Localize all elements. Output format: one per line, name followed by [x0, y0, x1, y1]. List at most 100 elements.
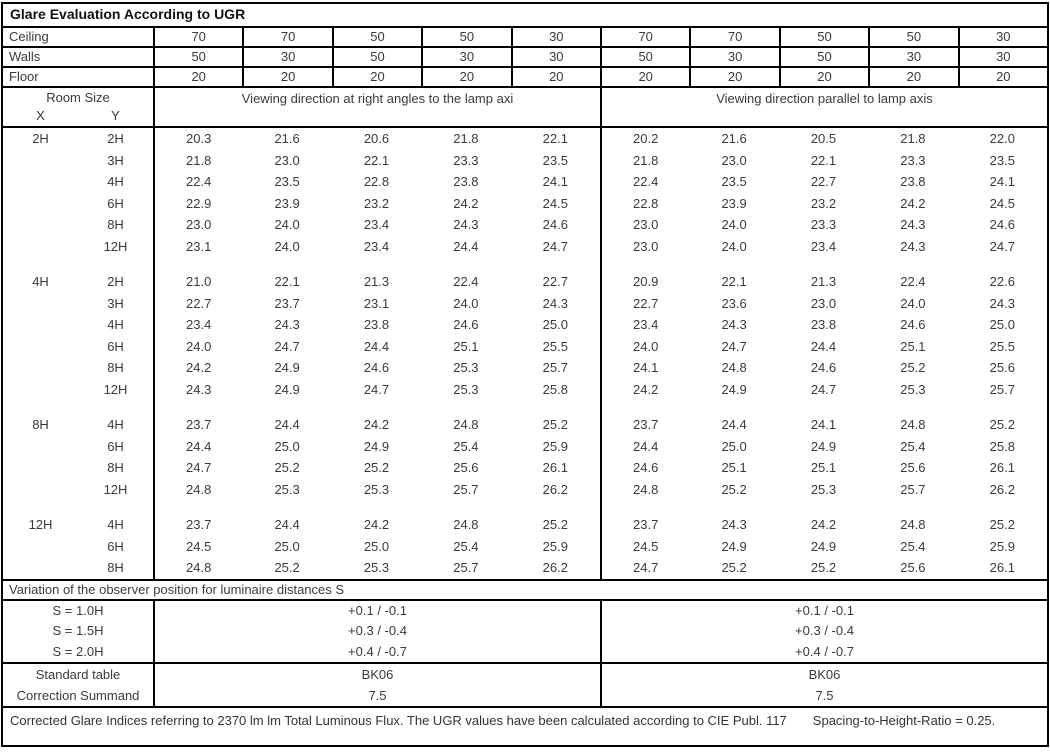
room-x-label [3, 536, 78, 558]
ugr-value: 25.9 [542, 438, 568, 454]
ugr-value: 26.1 [989, 460, 1015, 475]
ugr-value: 24.6 [363, 360, 390, 375]
ugr-value: 22.8 [600, 192, 689, 214]
surface-value: 20 [510, 68, 600, 86]
ugr-value: 24.3 [989, 295, 1015, 311]
ugr-value: 22.7 [810, 174, 837, 189]
room-x-label [3, 214, 78, 236]
ugr-value: 22.4 [900, 274, 926, 289]
ugr-value: 21.3 [363, 274, 390, 289]
ugr-value: 24.4 [810, 338, 837, 354]
ugr-value: 25.0 [542, 317, 568, 332]
ugr-value: 23.7 [274, 295, 300, 311]
ugr-value: 25.6 [900, 560, 926, 575]
ugr-row: 3H 22.7 23.7 23.1 24.0 24.3 22.7 23.6 23.0 24.0 24… [3, 292, 1047, 315]
ugr-value: 25.3 [274, 481, 300, 497]
ugr-value: 22.1 [274, 274, 300, 289]
ugr-value: 25.2 [721, 481, 747, 497]
ugr-value: 21.6 [721, 131, 747, 146]
ugr-value: 24.7 [363, 381, 390, 397]
ugr-value: 25.9 [989, 538, 1015, 554]
ugr-value: 25.7 [453, 560, 479, 575]
block-spacer [3, 500, 1047, 514]
summary-left-value: BK06 [153, 664, 600, 685]
ugr-value: 24.9 [721, 381, 747, 397]
spacer-cell [332, 257, 421, 271]
room-size-header: Room Size X Y [3, 88, 153, 126]
spacer-cell [511, 257, 600, 271]
ugr-value: 25.8 [989, 438, 1015, 454]
variation-label: S = 1.0H [52, 602, 104, 618]
surface-value: 20 [331, 68, 421, 86]
ugr-row: 12H 24.3 24.9 24.7 25.3 25.8 24.2 24.9 24.7 25.3 2… [3, 378, 1047, 400]
ugr-value: 26.2 [542, 481, 568, 497]
ugr-value: 25.0 [989, 317, 1015, 332]
ugr-value: 23.0 [600, 235, 689, 257]
ugr-value: 22.8 [363, 174, 390, 189]
room-y-label: 4H [107, 174, 124, 189]
ugr-value: 25.0 [274, 438, 300, 454]
spacer-cell [868, 400, 957, 414]
ugr-value: 24.2 [363, 517, 390, 532]
footer-flux-text: Corrected Glare Indices referring to 237… [10, 713, 787, 728]
ugr-value: 24.8 [600, 478, 689, 500]
ugr-value: 26.1 [542, 460, 568, 475]
ugr-row: 4H 22.4 23.5 22.8 23.8 24.1 22.4 23.5 22.7 23.8 24… [3, 171, 1047, 193]
ugr-value: 25.4 [453, 438, 479, 454]
ugr-row: 2H 2H 20.3 21.6 20.6 21.8 22.1 20.2 21.6 20.5 21.8… [3, 128, 1047, 150]
ugr-row: 6H 24.0 24.7 24.4 25.1 25.5 24.0 24.7 24.4 25.1 25… [3, 335, 1047, 357]
surface-value: 70 [153, 28, 242, 46]
summary-rows: Standard table BK06 BK06 Correction Summand… [3, 664, 1047, 708]
ugr-value: 25.7 [900, 481, 926, 497]
ugr-value: 24.6 [900, 317, 926, 332]
ugr-value: 23.0 [721, 152, 747, 168]
ugr-value: 22.7 [153, 292, 242, 314]
ugr-value: 24.2 [900, 195, 926, 211]
ugr-value: 21.8 [900, 131, 926, 146]
ugr-value: 25.3 [900, 381, 926, 397]
ugr-value: 26.2 [542, 560, 568, 575]
surface-value: 30 [689, 48, 778, 66]
room-y-label: 4H [107, 317, 124, 332]
spacer-cell [689, 500, 778, 514]
variation-label: S = 2.0H [52, 643, 104, 659]
room-y-label: 12H [103, 381, 128, 397]
ugr-value: 24.7 [989, 238, 1015, 254]
x-column-label: X [36, 108, 45, 123]
spacer-cell [242, 257, 331, 271]
column-header-row: Room Size X Y Viewing direction at right… [3, 88, 1047, 128]
ugr-value: 24.6 [453, 317, 479, 332]
spacer-cell [958, 400, 1047, 414]
ugr-value: 25.1 [810, 460, 837, 475]
spacer-cell [689, 400, 778, 414]
ugr-value: 22.4 [600, 171, 689, 193]
room-x-label [3, 293, 78, 315]
ugr-value: 24.5 [153, 535, 242, 557]
room-y-label: 2H [107, 131, 124, 146]
spacer-cell [421, 500, 510, 514]
ugr-value: 21.3 [810, 274, 837, 289]
spacer-cell [421, 400, 510, 414]
ugr-value: 24.7 [153, 457, 242, 479]
ugr-value: 22.4 [153, 171, 242, 193]
surface-label: Ceiling [9, 29, 49, 44]
ugr-value: 23.7 [153, 414, 242, 436]
surface-value: 50 [153, 48, 242, 66]
ugr-data-table: 2H 2H 20.3 21.6 20.6 21.8 22.1 20.2 21.6 20.5 21.8… [3, 128, 1047, 581]
spacer-cell [600, 257, 689, 271]
room-size-label: Room Size [46, 90, 110, 105]
surface-row: Ceiling 70 70 50 50 30 70 70 50 50 30 [3, 28, 1047, 48]
ugr-value: 25.4 [900, 438, 926, 454]
ugr-value: 25.0 [721, 438, 747, 454]
spacer-cell [3, 257, 78, 271]
ugr-value: 24.4 [453, 238, 479, 254]
room-y-label: 6H [107, 338, 124, 354]
ugr-row: 4H 23.4 24.3 23.8 24.6 25.0 23.4 24.3 23.8 24.6 25… [3, 314, 1047, 336]
spacer-cell [332, 400, 421, 414]
spacer-cell [511, 500, 600, 514]
ugr-row: 6H 24.4 25.0 24.9 25.4 25.9 24.4 25.0 24.9 25.4 25… [3, 435, 1047, 457]
surface-reflectance-rows: Ceiling 70 70 50 50 30 70 70 50 50 30 Walls 50 30 50 30… [3, 28, 1047, 88]
ugr-value: 25.3 [453, 360, 479, 375]
surface-value: 70 [600, 28, 689, 46]
